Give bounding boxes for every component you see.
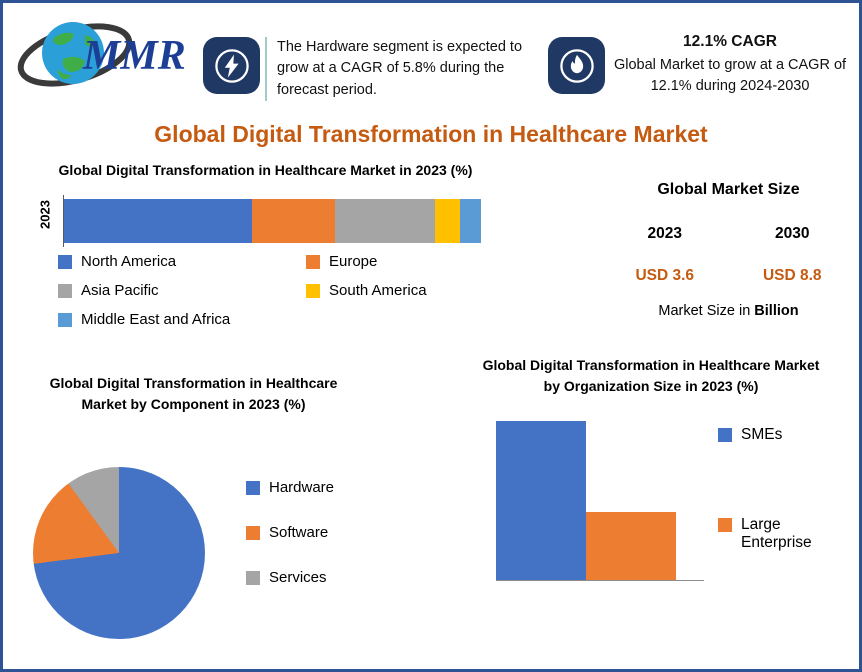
legend-label: Middle East and Africa	[81, 311, 231, 328]
legend-item-software: Software	[246, 524, 366, 541]
legend-label: South America	[329, 282, 427, 299]
legend-item-middle-east-and-africa: Middle East and Africa	[58, 311, 306, 328]
market-size-panel: Global Market Size 2023 2030 USD 3.6 USD…	[601, 181, 856, 319]
globe-icon: MMR	[17, 22, 186, 87]
region-stacked-bar	[64, 199, 481, 243]
legend-item-north-america: North America	[58, 253, 306, 270]
legend-swatch	[306, 255, 320, 269]
region-legend: North America Europe Asia Pacific South Ame…	[58, 253, 498, 328]
legend-swatch	[718, 428, 732, 442]
legend-swatch	[306, 284, 320, 298]
mmr-logo: MMR	[17, 9, 202, 101]
legend-swatch	[246, 481, 260, 495]
legend-swatch	[58, 284, 72, 298]
legend-swatch	[58, 313, 72, 327]
legend-item-smes: SMEs	[718, 426, 853, 444]
market-size-values: USD 3.6 USD 8.8	[601, 267, 856, 285]
market-size-note-unit: Billion	[754, 303, 799, 319]
bar-segment-north-america	[64, 199, 252, 243]
legend-swatch	[246, 526, 260, 540]
legend-label: Hardware	[269, 479, 335, 496]
legend-label: Services	[269, 569, 327, 586]
bar-segment-asia-pacific	[335, 199, 436, 243]
value-2023: USD 3.6	[635, 267, 695, 284]
region-axis-line	[63, 195, 64, 247]
cagr-headline: 12.1% CAGR	[683, 33, 777, 50]
flame-icon	[548, 37, 605, 94]
year-2023: 2023	[647, 225, 682, 242]
org-legend: SMEs Large Enterprise	[718, 426, 853, 624]
legend-swatch	[58, 255, 72, 269]
value-2030: USD 8.8	[762, 267, 822, 284]
bar-large-enterprise	[586, 511, 676, 580]
cagr-text: Global Market to grow at a CAGR of 12.1%…	[613, 57, 847, 94]
legend-label: Asia Pacific	[81, 282, 159, 299]
year-2030: 2030	[775, 225, 810, 242]
market-size-years: 2023 2030	[601, 225, 856, 243]
org-chart-title: Global Digital Transformation in Healthc…	[482, 357, 820, 394]
component-pie-chart	[33, 467, 205, 639]
legend-item-europe: Europe	[306, 253, 498, 270]
legend-item-hardware: Hardware	[246, 479, 366, 496]
legend-swatch	[718, 518, 732, 532]
legend-item-large-enterprise: Large Enterprise	[718, 516, 853, 552]
market-size-note-text: Market Size in	[658, 303, 755, 319]
legend-label: North America	[81, 253, 177, 270]
region-chart-title: Global Digital Transformation in Healthc…	[58, 162, 473, 178]
cagr-callout: 12.1% CAGR Global Market to grow at a CA…	[609, 31, 851, 96]
lightning-icon	[203, 37, 260, 94]
legend-item-south-america: South America	[306, 282, 498, 299]
page-title: Global Digital Transformation in Healthc…	[154, 121, 708, 147]
logo-text: MMR	[82, 33, 186, 79]
legend-label: SMEs	[741, 426, 783, 443]
legend-label: Europe	[329, 253, 378, 270]
market-size-note: Market Size in Billion	[601, 303, 856, 319]
region-y-axis-label: 2023	[37, 200, 53, 229]
component-chart-title: Global Digital Transformation in Healthc…	[49, 375, 338, 412]
bar-segment-middle-east-and-africa	[460, 199, 481, 243]
bar-smes	[496, 421, 586, 580]
legend-item-asia-pacific: Asia Pacific	[58, 282, 306, 299]
component-legend: Hardware Software Services	[246, 479, 366, 614]
org-bar-chart	[496, 421, 704, 581]
bar-segment-europe	[251, 199, 336, 243]
legend-swatch	[246, 571, 260, 585]
hardware-callout-text: The Hardware segment is expected to grow…	[265, 37, 527, 102]
bar-segment-south-america	[435, 199, 461, 243]
legend-item-services: Services	[246, 569, 366, 586]
market-size-title: Global Market Size	[657, 181, 800, 198]
legend-label: Software	[269, 524, 329, 541]
legend-label: Large Enterprise	[741, 516, 812, 551]
